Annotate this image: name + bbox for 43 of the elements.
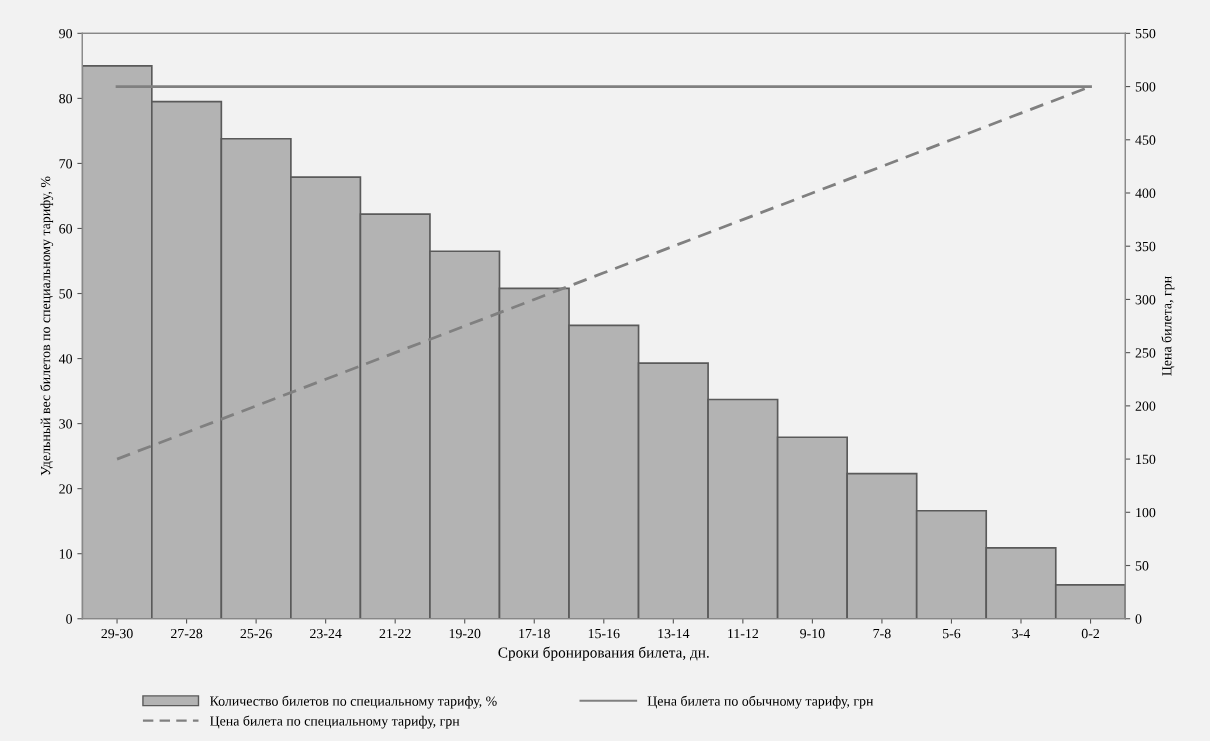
x-tick-label: 17-18 bbox=[519, 628, 550, 639]
y2-tick-label: 450 bbox=[1135, 135, 1156, 145]
y-tick-label: 0 bbox=[66, 614, 73, 624]
y2-axis-title: Цена билета, грн bbox=[1161, 276, 1175, 376]
legend-label: Количество билетов по специальному тарифу, % bbox=[210, 695, 497, 709]
y-tick-label: 10 bbox=[59, 549, 73, 559]
x-tick-label: 5-6 bbox=[943, 628, 961, 639]
y-tick-label: 50 bbox=[59, 289, 73, 299]
x-axis-title: Сроки бронирования билета, дн. bbox=[498, 646, 709, 661]
y2-tick-label: 250 bbox=[1135, 348, 1156, 358]
legend-label: Цена билета по обычному тарифу, грн bbox=[647, 695, 874, 709]
y-tick-label: 30 bbox=[59, 419, 73, 429]
x-tick-label: 19-20 bbox=[449, 628, 481, 639]
x-tick-label: 25-26 bbox=[240, 628, 272, 639]
x-tick-label: 7-8 bbox=[873, 628, 891, 639]
y-tick-label: 80 bbox=[59, 93, 73, 104]
y2-tick-label: 150 bbox=[1136, 454, 1156, 465]
x-tick-label: 23-24 bbox=[310, 628, 342, 639]
y2-tick-label: 200 bbox=[1135, 401, 1156, 411]
x-tick-label: 0-2 bbox=[1081, 628, 1100, 639]
y-tick-label: 60 bbox=[59, 224, 73, 234]
y-tick-label: 40 bbox=[58, 354, 73, 364]
y2-tick-label: 500 bbox=[1135, 82, 1156, 92]
x-tick-label: 13-14 bbox=[658, 628, 690, 639]
y-tick-label: 70 bbox=[59, 159, 73, 169]
x-tick-label: 29-30 bbox=[101, 628, 133, 639]
y2-tick-label: 400 bbox=[1135, 188, 1156, 198]
x-tick-label: 9-10 bbox=[800, 628, 825, 639]
x-tick-label: 21-22 bbox=[379, 628, 411, 639]
y2-tick-label: 300 bbox=[1135, 295, 1156, 305]
x-tick-label: 3-4 bbox=[1012, 628, 1031, 639]
y-tick-label: 90 bbox=[59, 28, 73, 39]
y-tick-label: 20 bbox=[59, 484, 73, 494]
legend-label: Цена билета по специальному тарифу, грн bbox=[210, 715, 460, 729]
x-tick-label: 11-12 bbox=[728, 628, 759, 639]
y2-tick-label: 550 bbox=[1135, 28, 1156, 39]
y-axis-title: Удельный вес билетов по специальному тарифу, % bbox=[40, 176, 54, 476]
x-tick-label: 15-16 bbox=[588, 628, 620, 639]
y2-tick-label: 350 bbox=[1135, 241, 1156, 252]
y2-tick-label: 100 bbox=[1136, 507, 1156, 518]
x-tick-label: 27-28 bbox=[170, 628, 203, 639]
y2-tick-label: 0 bbox=[1135, 614, 1142, 624]
y2-tick-label: 50 bbox=[1135, 561, 1149, 571]
